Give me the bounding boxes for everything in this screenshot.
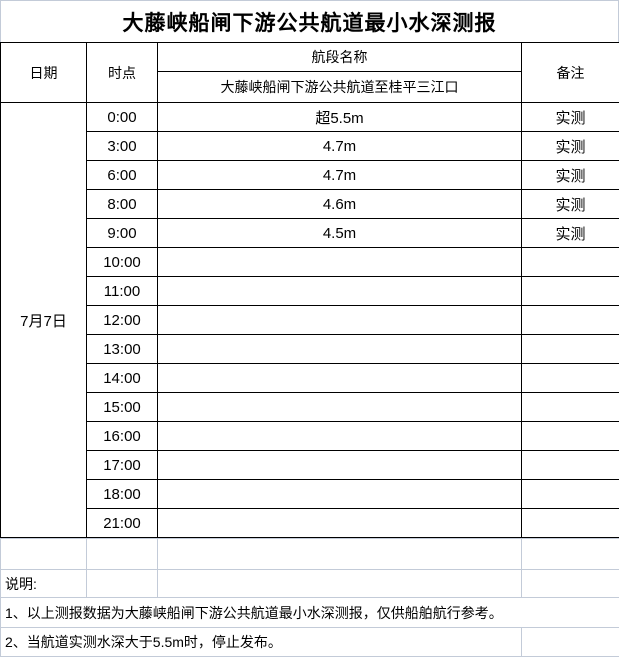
remark-cell: 实测 — [522, 219, 619, 248]
empty-cell — [522, 570, 619, 598]
note-line-1: 1、以上测报数据为大藤峡船闸下游公共航道最小水深测报，仅供船舶航行参考。 — [1, 598, 619, 628]
column-header-segment-group: 航段名称 — [158, 43, 522, 72]
remark-cell — [522, 335, 619, 364]
remark-cell — [522, 248, 619, 277]
time-cell: 11:00 — [87, 277, 158, 306]
remark-cell — [522, 364, 619, 393]
remark-cell — [522, 509, 619, 538]
time-cell: 12:00 — [87, 306, 158, 335]
time-cell: 13:00 — [87, 335, 158, 364]
depth-cell — [158, 335, 522, 364]
time-cell: 3:00 — [87, 132, 158, 161]
time-cell: 15:00 — [87, 393, 158, 422]
time-cell: 6:00 — [87, 161, 158, 190]
time-cell: 16:00 — [87, 422, 158, 451]
depth-cell — [158, 422, 522, 451]
depth-cell — [158, 509, 522, 538]
remark-cell: 实测 — [522, 190, 619, 219]
depth-cell: 4.7m — [158, 132, 522, 161]
empty-cell — [522, 628, 619, 657]
table-row: 3:00 4.7m 实测 — [1, 132, 619, 161]
empty-cell — [158, 539, 522, 570]
remark-cell: 实测 — [522, 132, 619, 161]
table-row: 13:00 — [1, 335, 619, 364]
remark-cell — [522, 393, 619, 422]
table-row: 7月7日 0:00 超5.5m 实测 — [1, 103, 619, 132]
time-cell: 14:00 — [87, 364, 158, 393]
table-row: 18:00 — [1, 480, 619, 509]
depth-cell — [158, 480, 522, 509]
notes-section: 说明: 1、以上测报数据为大藤峡船闸下游公共航道最小水深测报，仅供船舶航行参考。… — [0, 538, 619, 657]
depth-cell — [158, 393, 522, 422]
empty-cell — [522, 539, 619, 570]
time-cell: 17:00 — [87, 451, 158, 480]
table-row: 21:00 — [1, 509, 619, 538]
remark-cell — [522, 480, 619, 509]
empty-cell — [87, 539, 158, 570]
table-row: 12:00 — [1, 306, 619, 335]
remark-cell: 实测 — [522, 103, 619, 132]
depth-cell: 超5.5m — [158, 103, 522, 132]
spacer-row — [1, 539, 619, 570]
time-cell: 10:00 — [87, 248, 158, 277]
time-cell: 9:00 — [87, 219, 158, 248]
table-row: 16:00 — [1, 422, 619, 451]
time-cell: 21:00 — [87, 509, 158, 538]
time-cell: 0:00 — [87, 103, 158, 132]
header-row-1: 日期 时点 航段名称 备注 — [1, 43, 619, 72]
notes-label: 说明: — [1, 570, 87, 598]
remark-cell: 实测 — [522, 161, 619, 190]
column-header-remark: 备注 — [522, 43, 619, 103]
remark-cell — [522, 451, 619, 480]
empty-cell — [87, 570, 158, 598]
report-table: 日期 时点 航段名称 备注 大藤峡船闸下游公共航道至桂平三江口 7月7日 0:0… — [0, 42, 619, 538]
empty-cell — [158, 570, 522, 598]
note-row-1: 1、以上测报数据为大藤峡船闸下游公共航道最小水深测报，仅供船舶航行参考。 — [1, 598, 619, 628]
note-line-2: 2、当航道实测水深大于5.5m时，停止发布。 — [1, 628, 522, 657]
time-cell: 8:00 — [87, 190, 158, 219]
report-title: 大藤峡船闸下游公共航道最小水深测报 — [0, 0, 619, 42]
remark-cell — [522, 277, 619, 306]
depth-cell — [158, 451, 522, 480]
depth-cell: 4.7m — [158, 161, 522, 190]
remark-cell — [522, 306, 619, 335]
depth-cell — [158, 364, 522, 393]
depth-cell: 4.6m — [158, 190, 522, 219]
depth-cell — [158, 248, 522, 277]
table-row: 10:00 — [1, 248, 619, 277]
time-cell: 18:00 — [87, 480, 158, 509]
date-cell: 7月7日 — [1, 103, 87, 538]
table-row: 8:00 4.6m 实测 — [1, 190, 619, 219]
depth-cell: 4.5m — [158, 219, 522, 248]
column-header-date: 日期 — [1, 43, 87, 103]
segment-name: 大藤峡船闸下游公共航道至桂平三江口 — [158, 72, 522, 103]
empty-cell — [1, 539, 87, 570]
table-row: 14:00 — [1, 364, 619, 393]
depth-cell — [158, 306, 522, 335]
remark-cell — [522, 422, 619, 451]
depth-cell — [158, 277, 522, 306]
table-row: 9:00 4.5m 实测 — [1, 219, 619, 248]
notes-label-row: 说明: — [1, 570, 619, 598]
note-row-2: 2、当航道实测水深大于5.5m时，停止发布。 — [1, 628, 619, 657]
table-row: 17:00 — [1, 451, 619, 480]
table-row: 15:00 — [1, 393, 619, 422]
table-row: 6:00 4.7m 实测 — [1, 161, 619, 190]
column-header-time: 时点 — [87, 43, 158, 103]
table-row: 11:00 — [1, 277, 619, 306]
